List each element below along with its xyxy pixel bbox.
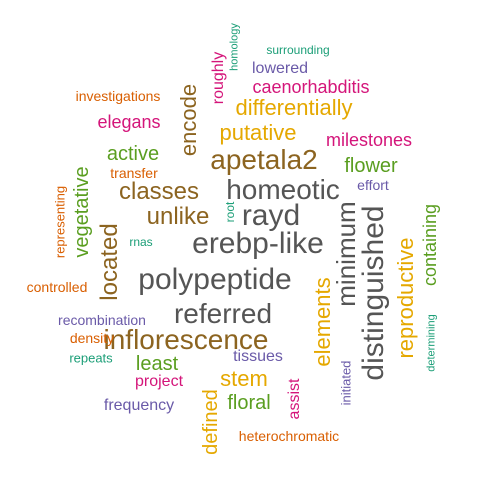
cloud-word-repeats: repeats (69, 350, 113, 366)
cloud-word-transfer: transfer (110, 165, 158, 181)
cloud-word-lowered: lowered (251, 60, 309, 77)
cloud-word-vegetative: vegetative (71, 166, 93, 258)
cloud-word-root: root (223, 201, 237, 223)
cloud-word-caenorhabditis: caenorhabditis (252, 77, 370, 97)
cloud-word-homology: homology (228, 23, 241, 71)
cloud-word-encode: encode (176, 83, 201, 157)
cloud-word-stem: stem (220, 366, 268, 391)
cloud-word-erebp-like: erebp-like (192, 227, 324, 260)
cloud-word-rnas: rnas (129, 235, 153, 249)
cloud-word-investigations: investigations (75, 88, 161, 104)
cloud-word-representing: representing (52, 185, 68, 259)
cloud-word-project: project (134, 373, 184, 390)
cloud-word-putative: putative (219, 120, 297, 145)
cloud-word-polypeptide: polypeptide (138, 263, 292, 296)
cloud-word-surrounding: surrounding (266, 43, 330, 57)
cloud-word-elements: elements (310, 277, 335, 367)
cloud-word-flower: flower (344, 155, 398, 177)
cloud-word-reproductive: reproductive (393, 237, 418, 359)
cloud-word-milestones: milestones (325, 130, 413, 150)
cloud-word-defined: defined (200, 389, 222, 455)
cloud-word-apetala2: apetala2 (210, 144, 318, 175)
cloud-word-active: active (106, 143, 160, 165)
cloud-word-controlled: controlled (26, 279, 88, 295)
cloud-word-tissues: tissues (233, 348, 283, 365)
cloud-word-recombination: recombination (58, 312, 146, 328)
cloud-word-initiated: initiated (338, 360, 354, 406)
cloud-word-density: density (69, 330, 115, 346)
cloud-word-roughly: roughly (210, 51, 227, 105)
cloud-word-minimum: minimum (331, 201, 361, 307)
cloud-word-frequency: frequency (103, 397, 175, 414)
cloud-word-rayd: rayd (241, 199, 301, 232)
cloud-word-least: least (135, 353, 179, 375)
cloud-word-heterochromatic: heterochromatic (238, 428, 340, 444)
cloud-word-classes: classes (118, 178, 200, 205)
cloud-word-elegans: elegans (97, 112, 161, 132)
cloud-word-located: located (96, 223, 123, 301)
cloud-word-containing: containing (420, 203, 440, 287)
cloud-word-unlike: unlike (146, 203, 210, 230)
cloud-word-effort: effort (357, 177, 389, 193)
cloud-word-differentially: differentially (235, 95, 353, 120)
cloud-word-determining: determining (425, 314, 438, 372)
cloud-word-homeotic: homeotic (226, 174, 340, 205)
cloud-word-floral: floral (227, 392, 271, 414)
cloud-word-assist: assist (286, 378, 303, 420)
cloud-word-inflorescence: inflorescence (103, 324, 269, 355)
cloud-word-referred: referred (173, 298, 273, 329)
cloud-word-distinguished: distinguished (357, 205, 390, 381)
